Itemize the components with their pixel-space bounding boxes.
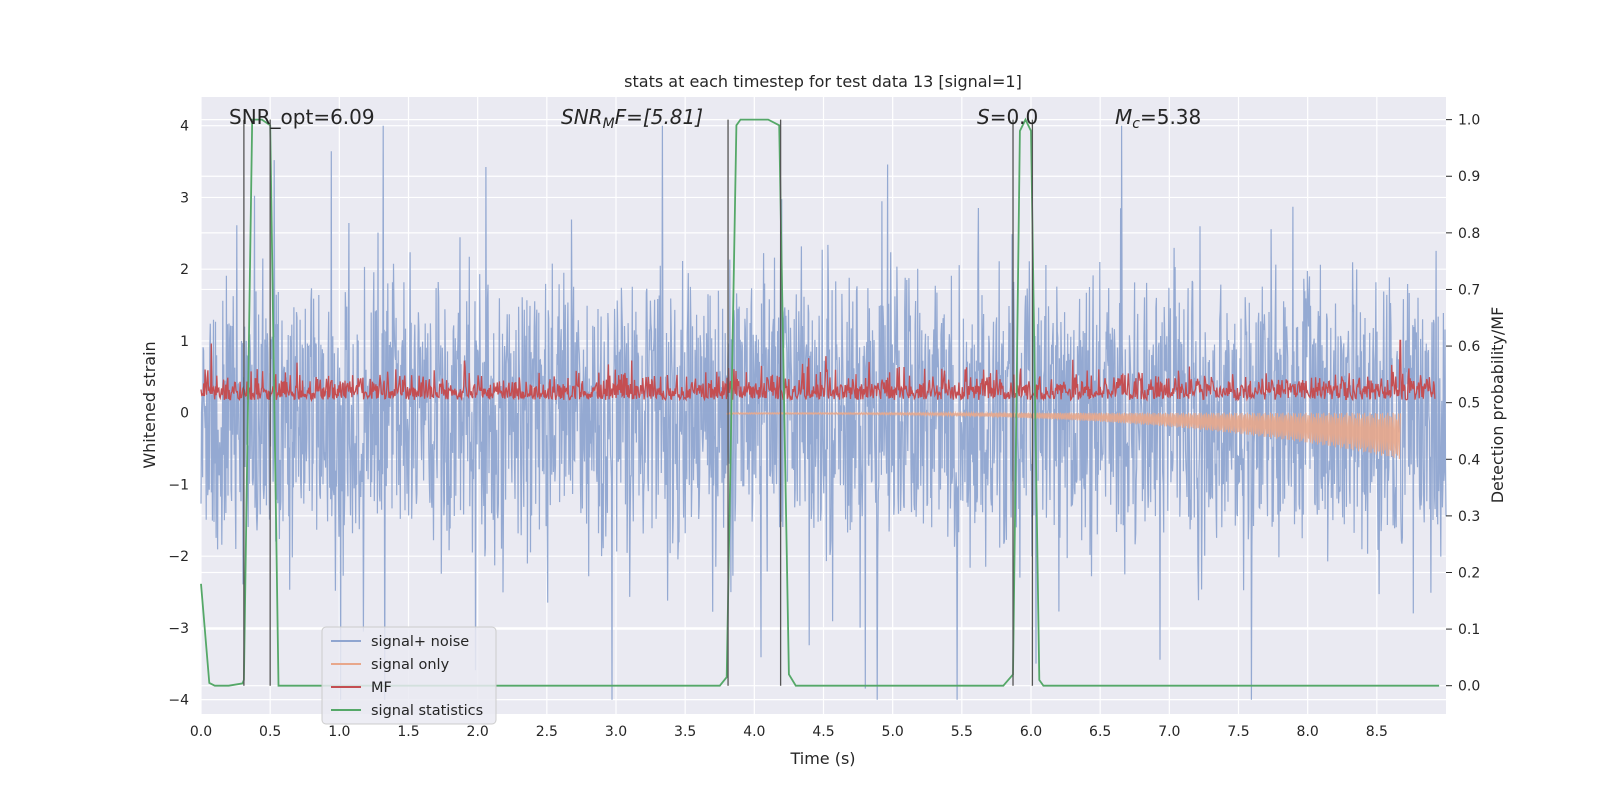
y-tick-label-right: 0.8 [1458,226,1480,242]
x-tick-label: 2.0 [467,724,489,740]
y-tick-label-right: 0.2 [1458,565,1480,581]
x-tick-label: 8.5 [1366,724,1388,740]
annotation-snr-mf-sub: M [603,116,615,132]
annotation-snr-mf-f: F=[5.81] [615,105,703,129]
legend-label-signal-only: signal only [371,657,450,673]
series-signal-noise [200,125,1447,700]
x-tick-label: 2.5 [536,724,558,740]
legend-label-signal-statistics: signal statistics [371,703,483,719]
x-tick-label: 1.5 [397,724,419,740]
x-tick-label: 4.0 [743,724,765,740]
x-tick-label: 4.5 [812,724,834,740]
y-tick-label: 3 [180,190,189,206]
annotation-s-base: S [977,105,990,129]
y-tick-label: 4 [180,119,189,135]
annotation-mc-sub: c [1132,116,1140,132]
series-mf [200,339,1436,403]
x-tick-label: 6.0 [1020,724,1042,740]
annotation-snr-mf: SNRMF=[5.81] [561,105,703,132]
y-tick-label: 2 [180,262,189,278]
tick-labels: 0.0 0.5 1.0 1.5 2.0 2.5 3.0 3.5 4.0 4.5 5.0 5.5 6.0 6… [168,113,1480,740]
y-tick-label: −1 [168,477,189,493]
annotation-s: S=0.0 [977,105,1038,129]
annotation-snr-mf-base: SNR [561,105,603,129]
x-tick-label: 0.5 [259,724,281,740]
y-tick-label-right: 0.9 [1458,169,1480,185]
series-signal-only [726,410,1401,460]
y-tick-label: 0 [180,406,189,422]
annotation-snr-opt: SNR_opt=6.09 [229,105,375,129]
chart-title: stats at each timestep for test data 13 … [624,72,1022,91]
x-tick-label: 5.5 [951,724,973,740]
x-tick-label: 3.0 [605,724,627,740]
annotation-s-value: =0.0 [990,105,1039,129]
y-tick-label: 1 [180,334,189,350]
annotation-mc-base: M [1115,105,1132,129]
series-signal-statistics [200,117,1440,687]
vertical-lines [243,119,1034,686]
x-axis-label: Time (s) [789,749,855,768]
annotation-mc-value: =5.38 [1140,105,1201,129]
legend-label-signal-noise: signal+ noise [371,634,469,650]
legend: signal+ noise signal only MF signal stat… [321,626,497,725]
x-tick-label: 7.5 [1227,724,1249,740]
x-tick-label: 7.0 [1158,724,1180,740]
y-tick-label-right: 0.3 [1458,509,1480,525]
legend-box [321,626,497,725]
y-tick-label-right: 0.6 [1458,339,1480,355]
x-tick-label: 3.5 [674,724,696,740]
series-layer [200,117,1447,700]
y-tick-label: −2 [168,549,189,565]
x-tick-label: 5.0 [882,724,904,740]
y-tick-label-right: 0.0 [1458,679,1480,695]
grid [200,97,1446,714]
annotation-mc: Mc=5.38 [1115,105,1201,132]
y-axis-label: Whitened strain [140,341,159,468]
x-tick-label: 1.0 [328,724,350,740]
x-tick-label: 6.5 [1089,724,1111,740]
y-tick-label-right: 0.4 [1458,452,1480,468]
y-tick-label-right: 0.1 [1458,622,1480,638]
x-tick-label: 0.0 [190,724,212,740]
y-tick-label-right: 0.7 [1458,282,1480,298]
legend-label-mf: MF [371,680,392,696]
y-tick-label: −3 [168,621,189,637]
y-tick-label-right: 0.5 [1458,396,1480,412]
x-tick-label: 8.0 [1297,724,1319,740]
y-tick-label-right: 1.0 [1458,113,1480,129]
y-tick-label: −4 [168,693,189,709]
y-axis-label-right: Detection probability/MF [1488,307,1507,504]
